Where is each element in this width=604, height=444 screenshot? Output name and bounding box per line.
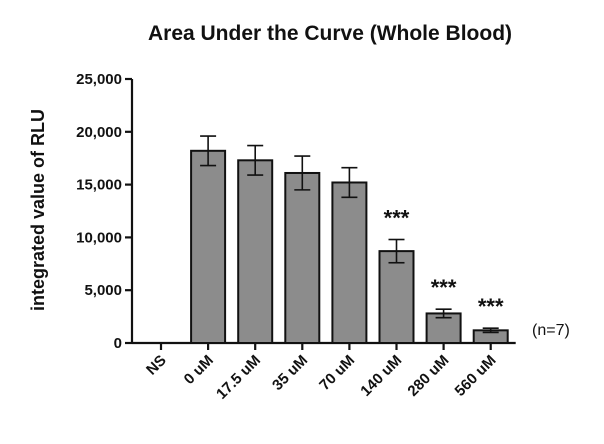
bar (331, 181, 368, 344)
x-category-label: 17.5 uM (213, 352, 264, 403)
significance-marker: *** (431, 275, 457, 300)
bar (190, 149, 227, 344)
bar (284, 171, 321, 344)
bar (237, 159, 274, 344)
x-category-label: 0 uM (181, 352, 217, 388)
x-category-label: 560 uM (452, 352, 500, 400)
y-axis-title: integrated value of RLU (28, 109, 48, 311)
y-tick-label: 5,000 (84, 282, 122, 299)
x-category-label: 280 uM (404, 352, 452, 400)
x-category-label: NS (143, 352, 170, 379)
chart-title: Area Under the Curve (Whole Blood) (148, 22, 512, 45)
x-category-label: 140 uM (357, 352, 405, 400)
x-category-label: 35 uM (269, 352, 311, 394)
significance-marker: *** (384, 206, 410, 231)
plot-area: 0 5,000 10,000 15,000 20,000 25,000 NS 0 uM17.5… (76, 71, 516, 403)
significance-marker: *** (478, 294, 504, 319)
y-tick-label: 10,000 (76, 229, 122, 246)
y-tick-label: 20,000 (76, 124, 122, 141)
sample-size-annotation: (n=7) (532, 322, 570, 339)
y-tick-label: 25,000 (76, 71, 122, 88)
bar (378, 250, 415, 345)
y-tick-label: 0 (114, 335, 122, 352)
y-tick-label: 15,000 (76, 177, 122, 194)
x-category-label: 70 uM (316, 352, 358, 394)
